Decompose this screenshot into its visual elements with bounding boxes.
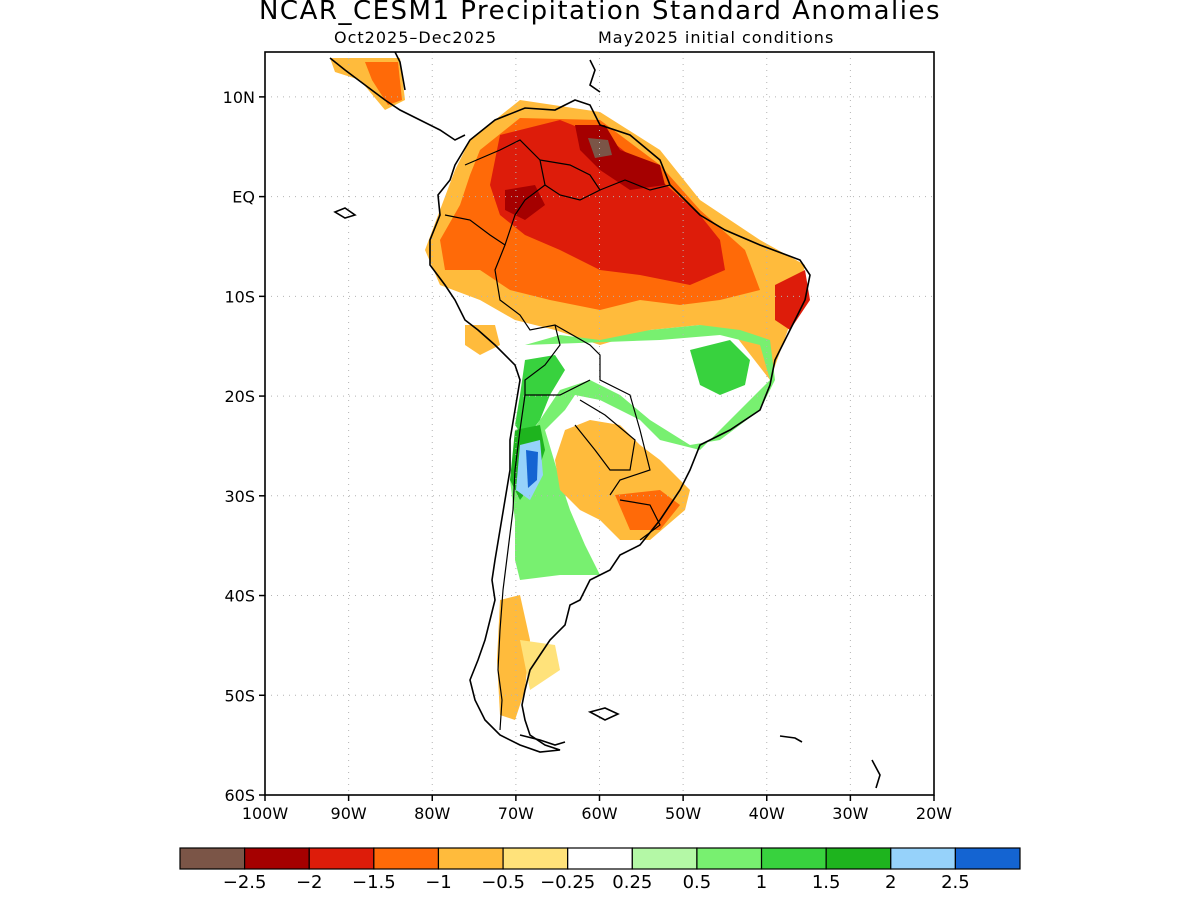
lat-tick-label: 40S: [224, 587, 255, 606]
colorbar-label: −1: [425, 872, 452, 893]
colorbar-label: −2: [296, 872, 323, 893]
lat-tick-label: 20S: [224, 387, 255, 406]
border-chile-argentina: [497, 394, 526, 731]
border-uruguay: [619, 499, 661, 541]
colorbar-swatch: [825, 847, 892, 870]
coastlines: [329, 52, 881, 789]
lon-tick-label: 70W: [498, 804, 534, 823]
colorbar-label: 2: [885, 872, 896, 893]
colorbar-label: 1: [756, 872, 767, 893]
anomaly-zone-dry-uruguay: [615, 490, 680, 530]
border-bolivia: [524, 324, 591, 396]
colorbar-swatch: [760, 847, 827, 870]
lat-tick-label: 60S: [224, 786, 255, 805]
colorbar-swatch: [567, 847, 633, 870]
border-peru-brazil: [494, 244, 651, 496]
map-title: NCAR_CESM1 Precipitation Standard Anomal…: [258, 0, 942, 26]
colorbar-label: 0.25: [612, 872, 652, 893]
border-paraguay: [574, 399, 636, 471]
coastline-caribbean-islands: [589, 59, 601, 93]
colorbar-swatch: [502, 847, 569, 870]
colorbar-swatch: [244, 847, 310, 870]
coastline-tierra-del-fuego: [519, 734, 566, 746]
lon-tick-label: 100W: [242, 804, 289, 823]
colorbar-swatch: [179, 847, 246, 870]
colorbar-swatch: [696, 847, 763, 870]
anomaly-zone-extreme-dry-core: [505, 185, 545, 220]
colorbar-label: −2.5: [223, 872, 267, 893]
forecast-period: Oct2025–Dec2025: [334, 28, 498, 47]
lon-tick-label: 20W: [916, 804, 952, 823]
colorbar-label: −0.5: [481, 872, 525, 893]
anomaly-zone-dry-peru: [465, 325, 500, 355]
colorbar: −2.5 −2 −1.5 −1 −0.5 −0.25 0.25 0.5 1 1.5 2 2.5: [179, 847, 1021, 893]
lon-tick-label: 50W: [665, 804, 701, 823]
lat-tick-label: EQ: [232, 188, 255, 207]
lon-tick-label: 90W: [331, 804, 367, 823]
lon-tick-label: 60W: [581, 804, 617, 823]
colorbar-swatch: [437, 847, 504, 870]
colorbar-swatch: [954, 847, 1021, 870]
border-colombia: [444, 139, 546, 246]
colorbar-swatch: [373, 847, 440, 870]
lat-tick-label: 30S: [224, 487, 255, 506]
coastline-galapagos: [333, 207, 357, 219]
coastline-central-america: [329, 57, 466, 141]
coastline-yucatan: [394, 52, 406, 91]
anomaly-zone-moderate-wet-bolivia: [515, 355, 565, 440]
colorbar-label: −0.25: [540, 872, 595, 893]
lon-tick-label: 40W: [749, 804, 785, 823]
lon-tick-label: 30W: [832, 804, 868, 823]
colorbar-swatch: [631, 847, 698, 870]
colorbar-swatch: [890, 847, 956, 870]
anomaly-zone-dry-northeast: [775, 270, 810, 330]
lon-tick-label: 80W: [414, 804, 450, 823]
anomaly-zone-slight-dry-patagonia: [520, 640, 560, 690]
border-guianas: [599, 179, 671, 191]
initial-conditions: May2025 initial conditions: [598, 28, 835, 47]
colorbar-label: 2.5: [941, 872, 970, 893]
colorbar-label: 0.5: [683, 872, 712, 893]
anomaly-zone-dry-patagonia: [497, 595, 530, 720]
coastline-south-sandwich: [871, 759, 881, 789]
colorbar-swatch: [308, 847, 375, 870]
anomaly-zone-extreme-wet-argentina: [526, 450, 538, 488]
coastline-falklands: [587, 707, 620, 721]
anomaly-zone-dry-central-america-inner: [365, 62, 402, 105]
anomaly-zone-wet-central: [510, 325, 775, 580]
coastline-south-georgia: [779, 735, 803, 743]
colorbar-label: −1.5: [352, 872, 396, 893]
lat-tick-label: 10N: [223, 88, 255, 107]
anomaly-zone-moderate-wet-brazil: [690, 340, 750, 395]
lat-tick-label: 50S: [224, 686, 255, 705]
lat-tick-label: 10S: [224, 287, 255, 306]
coastline-south-america: [429, 99, 811, 753]
colorbar-label: 1.5: [812, 872, 841, 893]
